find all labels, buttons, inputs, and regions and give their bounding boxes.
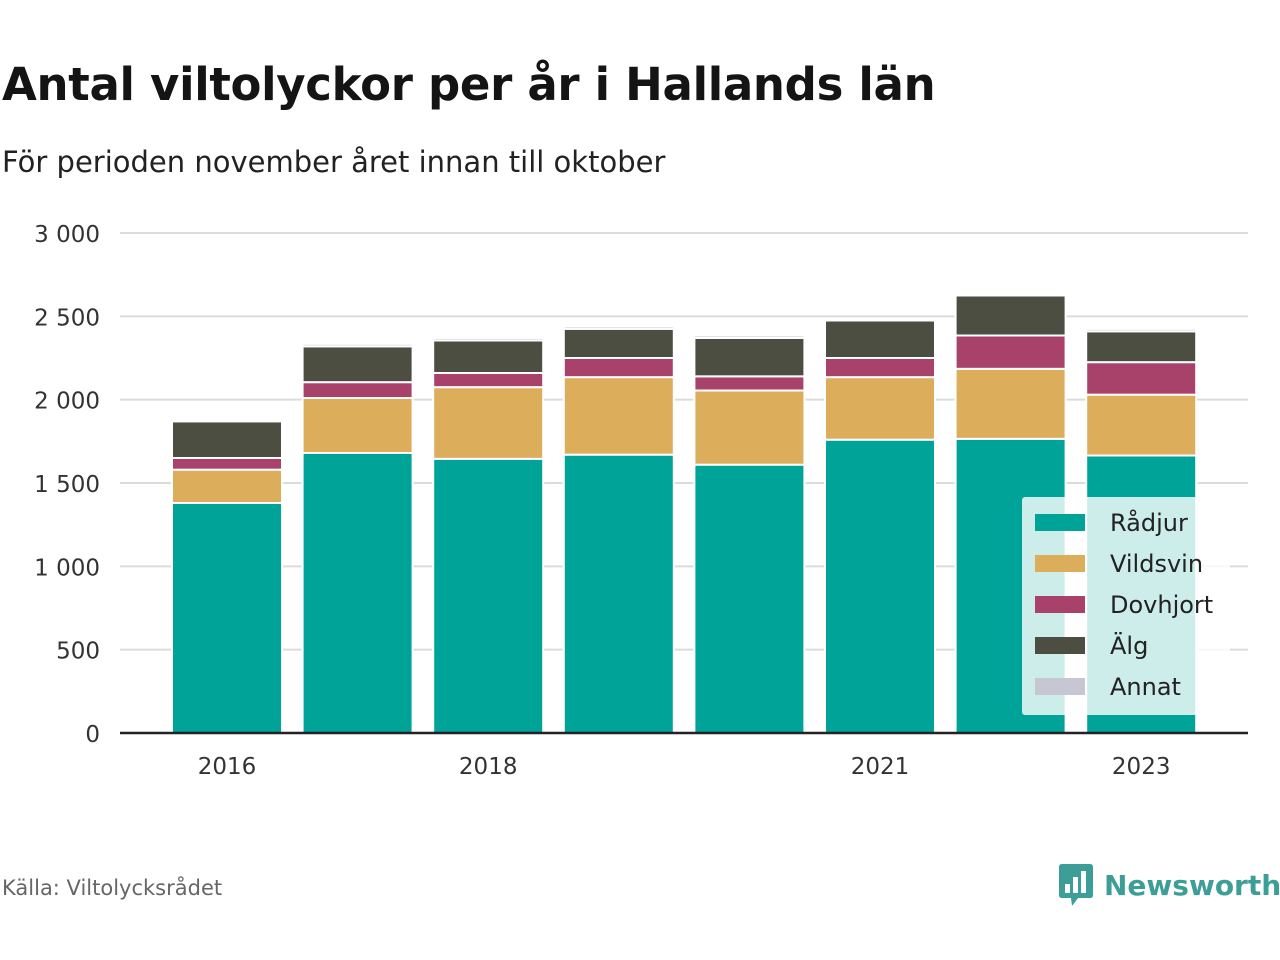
- bar-segment: [562, 327, 675, 359]
- chart-title: Antal viltolyckor per år i Hallands län: [2, 58, 936, 111]
- y-tick-label: 0: [85, 722, 100, 748]
- y-tick-label: 2 000: [34, 389, 100, 415]
- bar-segment: [954, 293, 1067, 297]
- bar-segment: [432, 386, 545, 460]
- bar-segment: [1085, 327, 1198, 333]
- bar-segment: [432, 372, 545, 389]
- legend-swatch: [1035, 678, 1085, 695]
- bar-segment: [301, 452, 414, 734]
- bar-segment: [562, 357, 675, 379]
- legend-label: Älg: [1110, 631, 1148, 660]
- brand-name: Newsworthy: [1104, 868, 1280, 902]
- bar-segment: [562, 453, 675, 735]
- y-tick-label: 1 000: [34, 555, 100, 581]
- bar-segment: [301, 342, 414, 348]
- y-tick-label: 500: [56, 639, 100, 665]
- legend-swatch: [1035, 637, 1085, 654]
- brand-logo: Newsworthy: [1058, 862, 1280, 908]
- y-tick-label: 3 000: [34, 222, 100, 248]
- legend-label: Rådjur: [1110, 508, 1188, 537]
- bar-segment: [824, 319, 936, 359]
- chart-subtitle: För perioden november året innan till ok…: [2, 145, 666, 179]
- bar-segment: [824, 438, 936, 735]
- bar-segment: [693, 389, 806, 466]
- bar-segment: [824, 376, 936, 441]
- legend-label: Vildsvin: [1110, 550, 1203, 578]
- bar-segment: [1085, 393, 1198, 457]
- bar-segment: [562, 325, 675, 330]
- legend: Rådjur Vildsvin Dovhjort Älg Annat: [1022, 497, 1230, 715]
- bar-segment: [301, 345, 414, 384]
- legend-label: Dovhjort: [1110, 591, 1213, 619]
- bar-segment: [301, 381, 414, 400]
- bar-segment: [432, 337, 545, 342]
- bar-segment: [171, 457, 283, 471]
- legend-swatch: [1035, 514, 1085, 531]
- x-tick-label: 2023: [1112, 754, 1171, 780]
- bar-segment: [954, 367, 1067, 440]
- bar-segment: [171, 419, 283, 423]
- x-tick-label: 2018: [459, 754, 518, 780]
- bar-segment: [432, 339, 545, 374]
- source-note: Källa: Viltolycksrådet: [2, 876, 223, 900]
- bar-segment: [954, 334, 1067, 370]
- bar-segment: [432, 457, 545, 734]
- bar-segment: [171, 420, 283, 459]
- bar-segment: [693, 334, 806, 339]
- bar-segment: [301, 397, 414, 454]
- x-axis: 2016 2018 2021 2023: [120, 731, 1248, 780]
- legend-background: [1022, 497, 1230, 715]
- legend-swatch: [1035, 555, 1085, 572]
- bar-segment: [693, 337, 806, 378]
- bar-chart-icon: [1059, 864, 1093, 906]
- bar-segment: [1085, 361, 1198, 396]
- bar-segment: [1085, 330, 1198, 364]
- bar-segment: [562, 376, 675, 456]
- bar-segment: [693, 463, 806, 734]
- bar-segment: [954, 294, 1067, 337]
- legend-label: Annat: [1110, 673, 1181, 701]
- bar-segment: [171, 468, 283, 504]
- x-tick-label: 2021: [851, 754, 910, 780]
- y-tick-label: 2 500: [34, 305, 100, 331]
- bar-segment: [824, 317, 936, 322]
- bar-segment: [171, 502, 283, 734]
- x-tick-label: 2016: [198, 754, 257, 780]
- bar-segment: [824, 357, 936, 379]
- legend-swatch: [1035, 596, 1085, 613]
- bar-segment: [693, 375, 806, 392]
- y-tick-label: 1 500: [34, 472, 100, 498]
- y-axis: 0 500 1 000 1 500 2 000 2 500 3 000: [34, 222, 100, 748]
